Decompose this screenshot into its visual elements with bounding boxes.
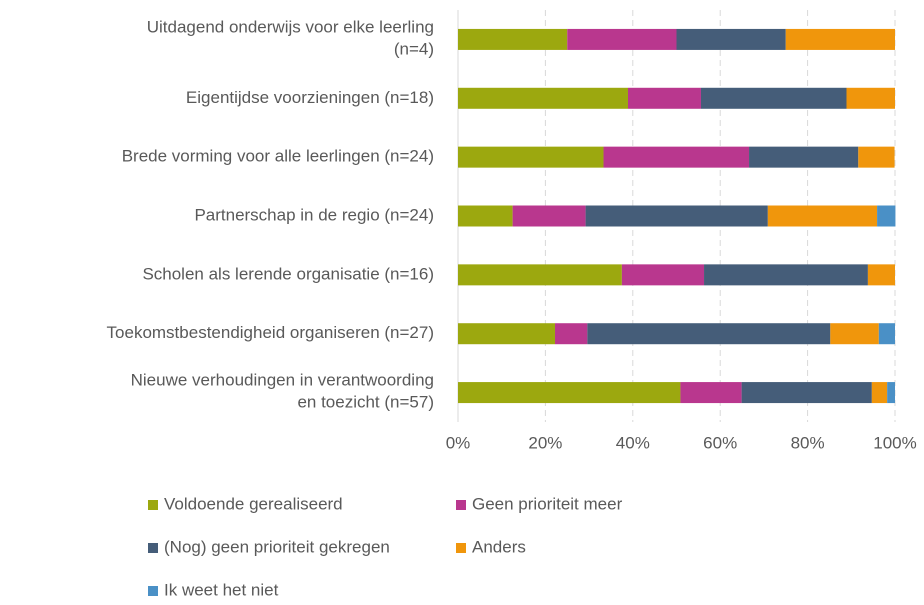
bar-segment — [785, 28, 895, 50]
bar-segment — [458, 264, 622, 286]
bar-segment — [830, 323, 879, 345]
bar-segment — [458, 87, 628, 109]
y-tick-label: Nieuwe verhoudingen in verantwoording en … — [131, 371, 434, 412]
bar-segment — [555, 323, 588, 345]
y-tick-label: Uitdagend onderwijs voor elke leerling (n… — [147, 18, 434, 59]
bar-segment — [846, 87, 895, 109]
bar-segment — [458, 382, 681, 404]
bar-segment — [676, 28, 786, 50]
bar-segment — [585, 205, 768, 227]
bar-segment — [512, 205, 586, 227]
bar-segment — [458, 323, 556, 345]
bar-segment — [871, 382, 888, 404]
legend-label: Anders — [472, 537, 526, 556]
bar-segment — [877, 205, 896, 227]
y-tick-label: Brede vorming voor alle leerlingen (n=24… — [122, 147, 434, 166]
bar-segment — [458, 28, 568, 50]
x-tick-label: 80% — [791, 433, 825, 452]
y-tick-label: Scholen als lerende organisatie (n=16) — [142, 264, 434, 283]
legend-swatch — [148, 586, 158, 596]
bar-segment — [700, 87, 847, 109]
bar-segment — [621, 264, 705, 286]
x-tick-label: 60% — [703, 433, 737, 452]
x-tick-label: 20% — [528, 433, 562, 452]
bar-segment — [587, 323, 831, 345]
legend-label: Voldoende gerealiseerd — [164, 494, 343, 513]
bar-segment — [749, 146, 859, 168]
bar-segment — [858, 146, 895, 168]
legend-label: Ik weet het niet — [164, 580, 279, 599]
bar-segment — [680, 382, 742, 404]
bar-segment — [567, 28, 677, 50]
bar-segment — [704, 264, 868, 286]
bar-segment — [627, 87, 701, 109]
bar-segment — [458, 205, 513, 227]
bar-segment — [878, 323, 895, 345]
bar-segment — [767, 205, 878, 227]
y-tick-label: Partnerschap in de regio (n=24) — [194, 205, 434, 224]
bar-segment — [458, 146, 604, 168]
bar-segment — [603, 146, 750, 168]
x-tick-label: 40% — [616, 433, 650, 452]
y-tick-label: Toekomstbestendigheid organiseren (n=27) — [107, 323, 434, 342]
bar-segment — [741, 382, 872, 404]
bar-segment — [887, 382, 895, 404]
x-tick-label: 0% — [446, 433, 471, 452]
legend-swatch — [456, 543, 466, 553]
y-tick-label: Eigentijdse voorzieningen (n=18) — [186, 88, 434, 107]
legend-swatch — [148, 543, 158, 553]
bar-segment — [867, 264, 895, 286]
legend-label: Geen prioriteit meer — [472, 494, 623, 513]
x-tick-label: 100% — [873, 433, 916, 452]
legend-label: (Nog) geen prioriteit gekregen — [164, 537, 390, 556]
legend-swatch — [456, 500, 466, 510]
legend-swatch — [148, 500, 158, 510]
